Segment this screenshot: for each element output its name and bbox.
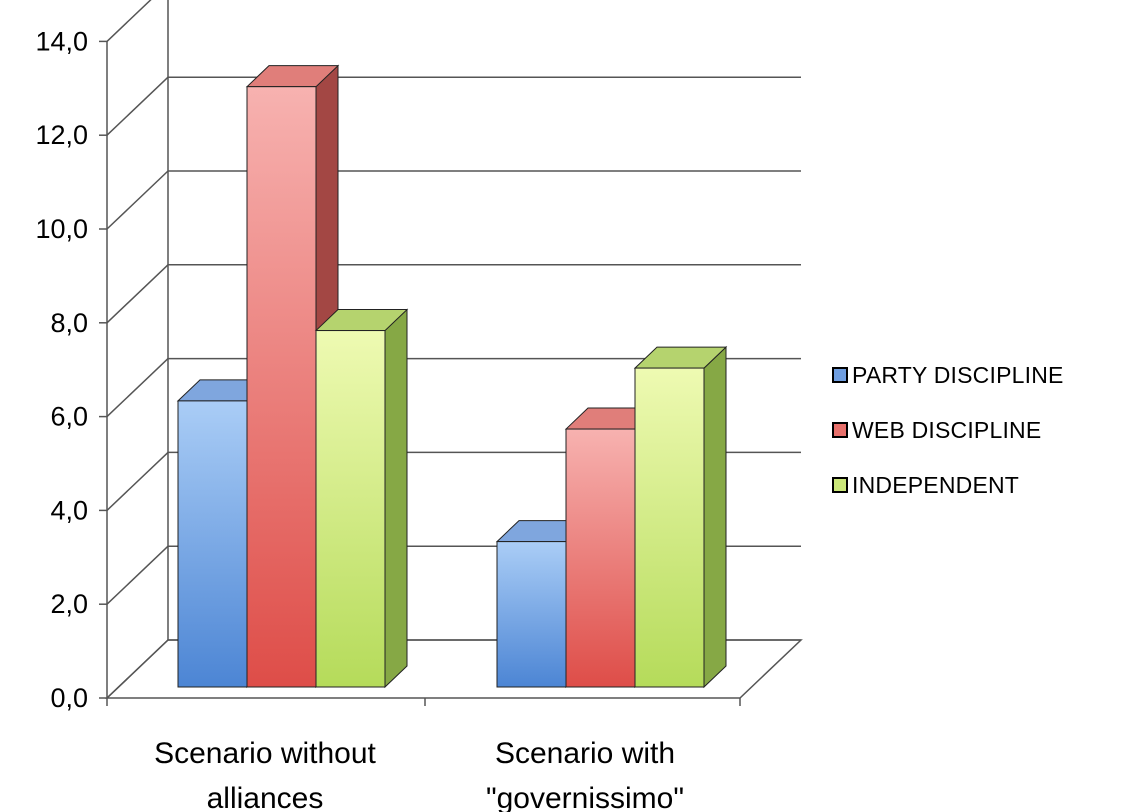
y-tick-label: 12,0 <box>35 120 88 150</box>
gridline-diagonal <box>106 0 152 42</box>
bar-front <box>565 428 636 688</box>
gridline-diagonal <box>106 170 169 230</box>
legend-label: INDEPENDENT <box>852 471 1020 498</box>
y-tick-label: 6,0 <box>50 402 88 432</box>
gridline-diagonal <box>106 358 169 418</box>
bar <box>314 308 409 689</box>
bar <box>633 345 728 689</box>
legend-item: PARTY DISCIPLINE <box>832 356 1064 394</box>
legend-swatch <box>832 367 848 383</box>
bar-side <box>703 345 727 689</box>
gridline-diagonal <box>106 545 169 605</box>
bar-front <box>177 400 248 688</box>
legend-label: PARTY DISCIPLINE <box>852 361 1064 388</box>
gridline-diagonal <box>106 76 169 136</box>
y-tick-label: 14,0 <box>35 26 88 56</box>
y-tick-label: 2,0 <box>50 589 88 619</box>
gridline-diagonal <box>106 639 169 699</box>
legend-swatch <box>832 477 848 493</box>
legend: PARTY DISCIPLINE WEB DISCIPLINE INDEPENDEN… <box>832 356 1064 504</box>
x-category-label: Scenario with <box>495 737 675 770</box>
y-tick-label: 10,0 <box>35 214 88 244</box>
x-category-label: "governissimo" <box>486 782 684 812</box>
y-axis-ticks: 0,0 2,0 4,0 6,0 8,0 10,0 12,0 14,0 <box>35 26 88 713</box>
bar-front <box>634 367 705 688</box>
x-category-label: Scenario without <box>154 737 376 770</box>
legend-label: WEB DISCIPLINE <box>852 416 1042 443</box>
x-axis-categories: Scenario without alliances Scenario with "g… <box>154 737 684 812</box>
bar-front <box>496 541 567 688</box>
y-tick-label: 0,0 <box>50 683 88 713</box>
y-tick-label: 8,0 <box>50 308 88 338</box>
bar-front <box>246 86 317 688</box>
x-category-label: alliances <box>207 782 324 812</box>
legend-swatch <box>832 422 848 438</box>
bars <box>176 64 728 689</box>
legend-item: INDEPENDENT <box>832 466 1064 504</box>
gridline-diagonal <box>106 451 169 511</box>
bar-side <box>384 308 408 689</box>
legend-item: WEB DISCIPLINE <box>832 411 1064 449</box>
bar-front <box>315 330 386 688</box>
gridline-diagonal <box>106 264 169 324</box>
y-tick-label: 4,0 <box>50 495 88 525</box>
